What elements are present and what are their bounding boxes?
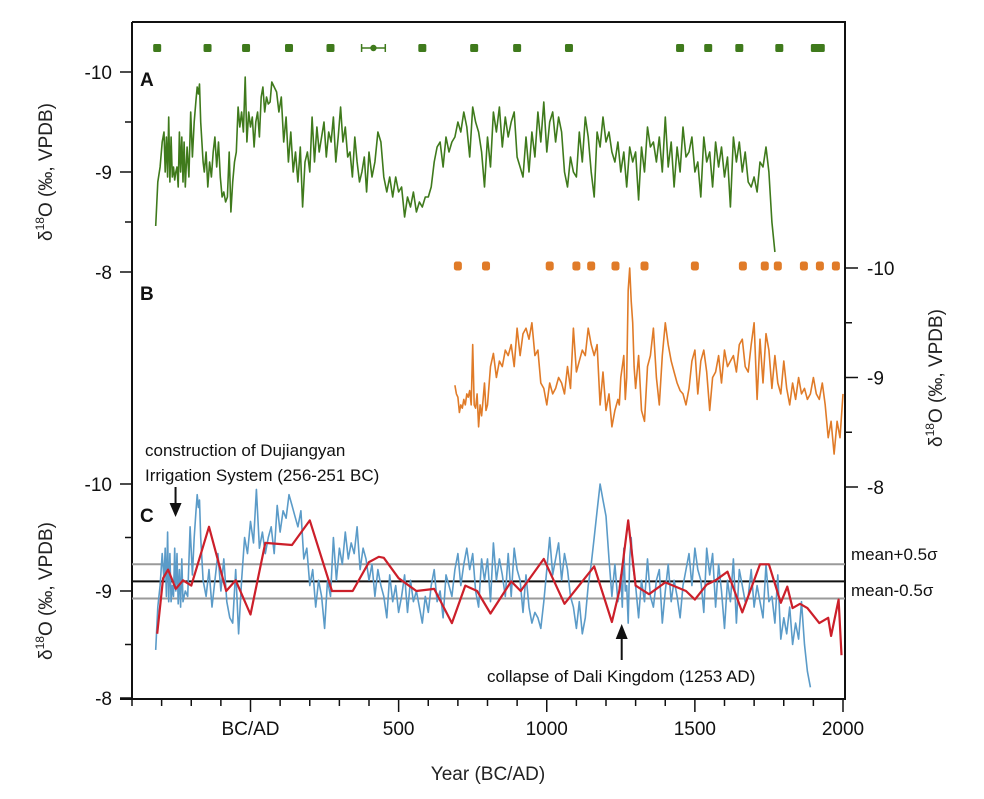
dating-marker-b — [587, 261, 596, 271]
dating-marker-b — [690, 261, 699, 271]
x-tick-label: BC/AD — [221, 719, 279, 740]
x-tick-label: 500 — [383, 719, 415, 740]
dating-marker-a — [676, 44, 685, 52]
y-tick-label-a: -10 — [85, 63, 112, 84]
y-tick-label-a: -9 — [95, 163, 112, 184]
panel-letter-a: A — [140, 70, 154, 91]
date-point — [564, 44, 573, 52]
date-point — [816, 44, 825, 52]
label-mean-minus: mean-0.5σ — [851, 581, 934, 600]
dating-marker-b — [572, 261, 581, 271]
date-point — [370, 44, 377, 52]
dating-marker-a — [735, 44, 744, 52]
y-tick-label-c: -10 — [85, 475, 112, 496]
y-axis-title-b: δ18O (‰, VPDB) — [923, 309, 947, 447]
dating-marker-b — [799, 261, 808, 271]
x-axis-title: Year (BC/AD) — [431, 764, 545, 785]
dating-marker-a — [242, 44, 251, 52]
y-tick-label-c: -9 — [95, 582, 112, 603]
dating-marker-b — [831, 261, 840, 271]
y-tick-label-b: -8 — [867, 478, 884, 499]
x-tick-label: 1000 — [526, 719, 568, 740]
series-line-a-0 — [154, 76, 776, 253]
label-mean-plus: mean+0.5σ — [851, 545, 938, 564]
date-point — [418, 44, 427, 52]
dating-marker-b — [640, 261, 649, 271]
y-axis-title-c: δ18O (‰, VPDB) — [33, 522, 57, 660]
date-point — [326, 44, 335, 52]
annotation-arrows — [169, 487, 628, 660]
dating-marker-a — [775, 44, 784, 52]
arrow-head-up — [615, 624, 628, 639]
dating-marker-b — [611, 261, 620, 271]
dating-marker-a — [470, 44, 479, 52]
date-point — [676, 44, 685, 52]
arrow-head-down — [169, 503, 182, 517]
dating-marker-b — [760, 261, 769, 271]
y-tick-label-b: -9 — [867, 369, 884, 390]
annotation-dujiangyan-line1: construction of Dujiangyan — [145, 441, 345, 460]
annotation-dujiangyan-line2: Irrigation System (256-251 BC) — [145, 466, 379, 485]
series-layer — [154, 76, 844, 688]
panel-letter-b: B — [140, 284, 154, 305]
y-tick-label-b: -10 — [867, 259, 894, 280]
dating-marker-a — [564, 44, 573, 52]
date-point — [470, 44, 479, 52]
y-axis-title-a: δ18O (‰, VPDB) — [33, 103, 57, 241]
y-tick-label-a: -8 — [95, 263, 112, 284]
x-ticks: BC/AD 500 1000 1500 2000 — [131, 699, 864, 740]
dating-marker-a — [153, 44, 162, 52]
dating-marker-a — [203, 44, 212, 52]
date-point — [704, 44, 713, 52]
dating-marker-b — [738, 261, 747, 271]
dating-marker-b — [815, 261, 824, 271]
date-point — [735, 44, 744, 52]
date-point — [285, 44, 294, 52]
dating-marker-a — [326, 44, 335, 52]
dating-marker-b — [773, 261, 782, 271]
dating-marker-a — [418, 44, 427, 52]
dating-markers — [153, 44, 840, 271]
date-point — [513, 44, 522, 52]
dating-marker-a — [360, 44, 387, 52]
y-axes: -10 -9 -8 -10 -9 -8 -10 -9 -8 — [85, 63, 895, 710]
panel-letter-c: C — [140, 506, 154, 527]
date-point — [203, 44, 212, 52]
series-line-b-0 — [454, 267, 844, 455]
dating-marker-b — [453, 261, 462, 271]
date-point — [775, 44, 784, 52]
x-tick-label: 2000 — [822, 719, 864, 740]
dating-marker-b — [482, 261, 491, 271]
series-line-c-0 — [154, 483, 812, 688]
dating-marker-a — [285, 44, 294, 52]
series-line-c-1 — [156, 519, 843, 656]
date-point — [153, 44, 162, 52]
dating-marker-a — [704, 44, 713, 52]
date-point — [242, 44, 251, 52]
dating-marker-a — [513, 44, 522, 52]
x-tick-label: 1500 — [674, 719, 716, 740]
y-tick-label-c: -8 — [95, 689, 112, 710]
dating-marker-a — [816, 44, 825, 52]
annotation-dali: collapse of Dali Kingdom (1253 AD) — [487, 667, 755, 686]
dating-marker-b — [545, 261, 554, 271]
